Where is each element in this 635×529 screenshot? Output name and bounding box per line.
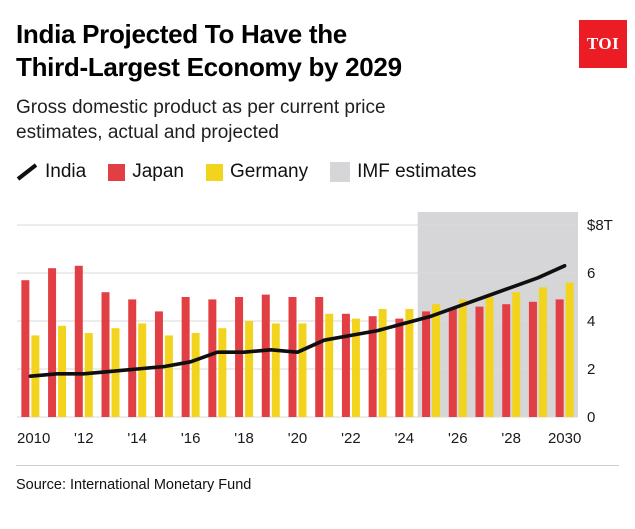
svg-text:2030: 2030 bbox=[548, 430, 581, 447]
toi-logo-text: TOI bbox=[586, 34, 620, 53]
svg-text:4: 4 bbox=[587, 313, 595, 330]
legend-label-india: India bbox=[45, 161, 87, 183]
svg-text:'20: '20 bbox=[288, 430, 308, 447]
svg-text:'18: '18 bbox=[234, 430, 254, 447]
svg-text:0: 0 bbox=[587, 409, 595, 426]
source-note: Source: International Monetary Fund bbox=[16, 477, 252, 494]
header: India Projected To Have the Third-Larges… bbox=[16, 18, 627, 83]
page-title-line2: Third-Largest Economy by 2029 bbox=[16, 51, 402, 82]
japan-swatch-icon bbox=[108, 163, 126, 181]
legend-label-imf: IMF estimates bbox=[357, 161, 477, 183]
legend-label-germany: Germany bbox=[229, 161, 309, 183]
page-title: India Projected To Have the Third-Larges… bbox=[16, 18, 559, 83]
chart-subtitle-line1: Gross domestic product as per current pr… bbox=[16, 97, 386, 118]
germany-swatch-icon bbox=[205, 163, 223, 181]
legend-label-japan: Japan bbox=[132, 161, 184, 183]
svg-text:'14: '14 bbox=[127, 430, 147, 447]
legend-item-india: India bbox=[16, 161, 86, 183]
svg-text:'12: '12 bbox=[74, 430, 94, 447]
legend-item-germany: Germany bbox=[205, 161, 309, 183]
svg-text:'28: '28 bbox=[501, 430, 521, 447]
svg-text:'26: '26 bbox=[448, 430, 468, 447]
svg-text:'16: '16 bbox=[181, 430, 201, 447]
chart-subtitle-line2: estimates, actual and projected bbox=[16, 122, 279, 144]
page-title-line1: India Projected To Have the bbox=[16, 19, 347, 49]
svg-text:'22: '22 bbox=[341, 430, 361, 447]
footer: Source: International Monetary Fund bbox=[16, 465, 619, 493]
chart-area: 0 2 4 6 $8T 2010 '12 '14 '16 '18 '20 '22 '24 '26 '28 20… bbox=[16, 205, 619, 455]
chart-subtitle: Gross domestic product as per current pr… bbox=[16, 95, 619, 145]
svg-text:2: 2 bbox=[587, 361, 595, 378]
legend-item-imf: IMF estimates bbox=[330, 161, 476, 183]
india-line-icon bbox=[16, 163, 38, 181]
svg-text:'24: '24 bbox=[395, 430, 415, 447]
chart-legend: India Japan Germany IMF estimates bbox=[16, 161, 619, 183]
toi-logo: TOI bbox=[579, 20, 627, 68]
legend-item-japan: Japan bbox=[108, 161, 184, 183]
imf-estimates-swatch-icon bbox=[330, 162, 351, 183]
svg-text:2010: 2010 bbox=[17, 430, 50, 447]
gdp-chart-svg: 0 2 4 6 $8T 2010 '12 '14 '16 '18 '20 '22 '24 '26 '28 20… bbox=[17, 212, 613, 447]
svg-text:$8T: $8T bbox=[587, 217, 613, 234]
svg-text:6: 6 bbox=[587, 265, 595, 282]
